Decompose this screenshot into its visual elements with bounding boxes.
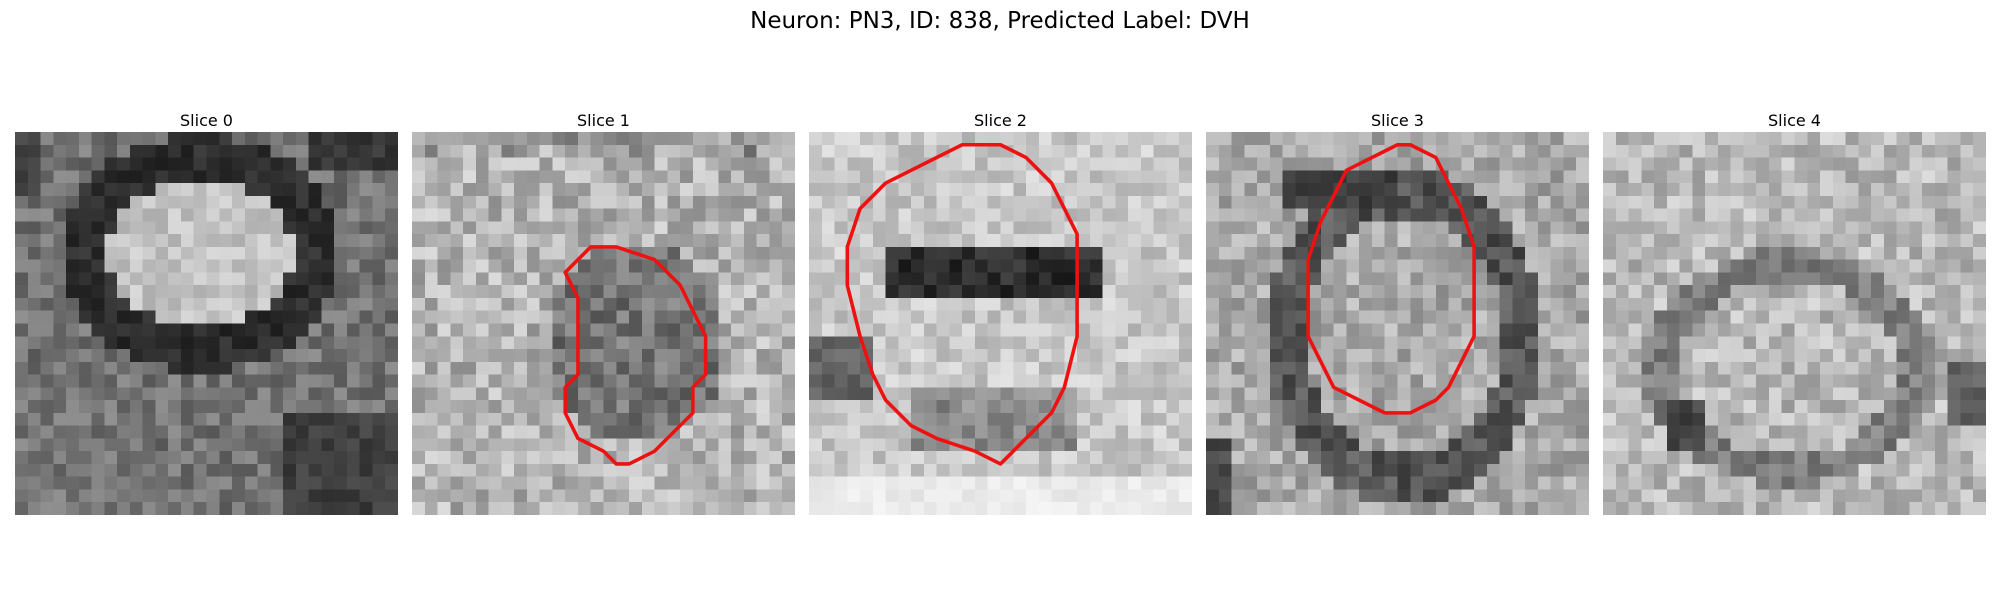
slice-image xyxy=(1206,132,1589,515)
slice-title: Slice 4 xyxy=(1768,111,1821,130)
figure-title: Neuron: PN3, ID: 838, Predicted Label: D… xyxy=(750,8,1250,34)
slice-image xyxy=(15,132,398,515)
slice-image xyxy=(809,132,1192,515)
slice-panel-0: Slice 0 xyxy=(15,110,398,515)
slice-title: Slice 3 xyxy=(1371,111,1424,130)
slice-panel-2: Slice 2 xyxy=(809,110,1192,515)
slice-panel-4: Slice 4 xyxy=(1603,110,1986,515)
slice-title: Slice 0 xyxy=(180,111,233,130)
slice-title: Slice 1 xyxy=(577,111,630,130)
slice-image xyxy=(1603,132,1986,515)
slice-panel-3: Slice 3 xyxy=(1206,110,1589,515)
roi-contour xyxy=(1306,142,1476,415)
slice-image xyxy=(412,132,795,515)
roi-contour xyxy=(845,142,1079,466)
slice-panel-1: Slice 1 xyxy=(412,110,795,515)
roi-contour xyxy=(563,245,708,466)
slice-title: Slice 2 xyxy=(974,111,1027,130)
